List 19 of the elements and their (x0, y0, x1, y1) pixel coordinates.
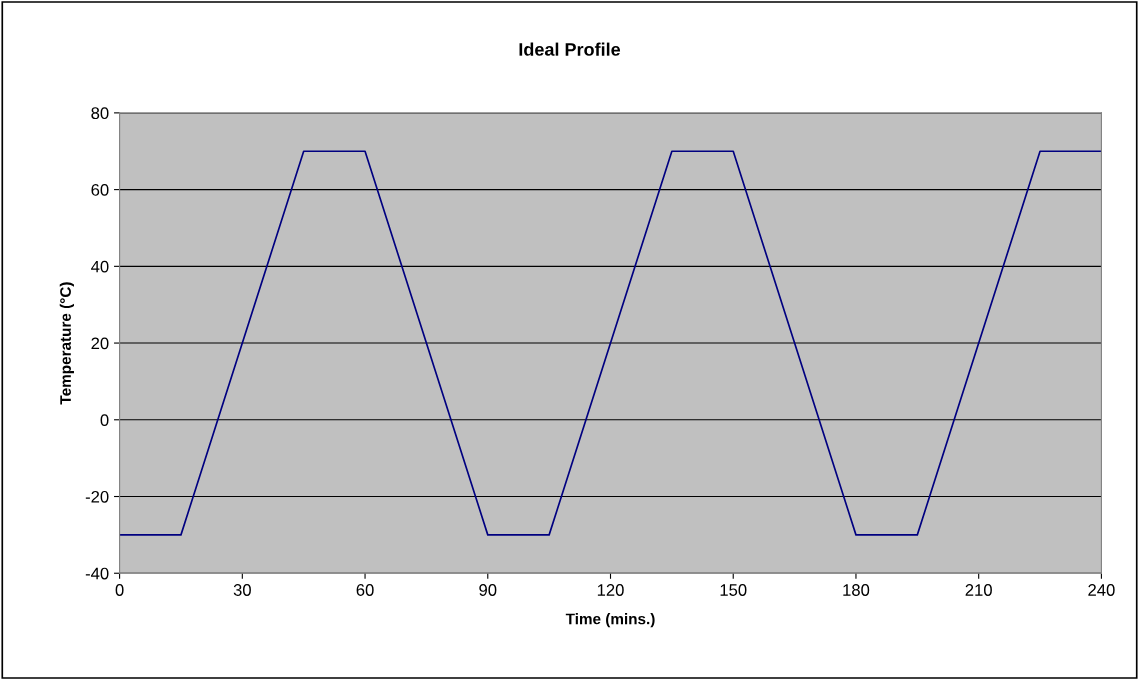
x-tick-label: 240 (1088, 584, 1115, 596)
x-tick-label: 60 (356, 584, 374, 596)
y-tick-label: -20 (85, 490, 109, 503)
x-tick-label: 90 (479, 584, 497, 596)
x-tick-label: 210 (965, 584, 992, 596)
x-axis-title: Time (mins.) (565, 613, 655, 628)
y-tick-label: -40 (85, 567, 109, 580)
y-tick-label: 20 (91, 337, 109, 350)
y-tick-label: 60 (91, 184, 109, 196)
x-tick-label: 30 (233, 584, 251, 596)
x-tick-label: 180 (843, 584, 870, 596)
y-tick-label: 40 (91, 260, 109, 273)
x-tick-label: 120 (597, 584, 624, 596)
x-tick-label: 0 (115, 584, 124, 596)
chart-title: Ideal Profile (519, 42, 621, 56)
x-tick-label: 150 (720, 584, 747, 596)
y-axis-title: Temperature (°C) (59, 282, 74, 405)
y-tick-label: 0 (100, 414, 109, 426)
y-tick-label: 80 (91, 107, 109, 120)
